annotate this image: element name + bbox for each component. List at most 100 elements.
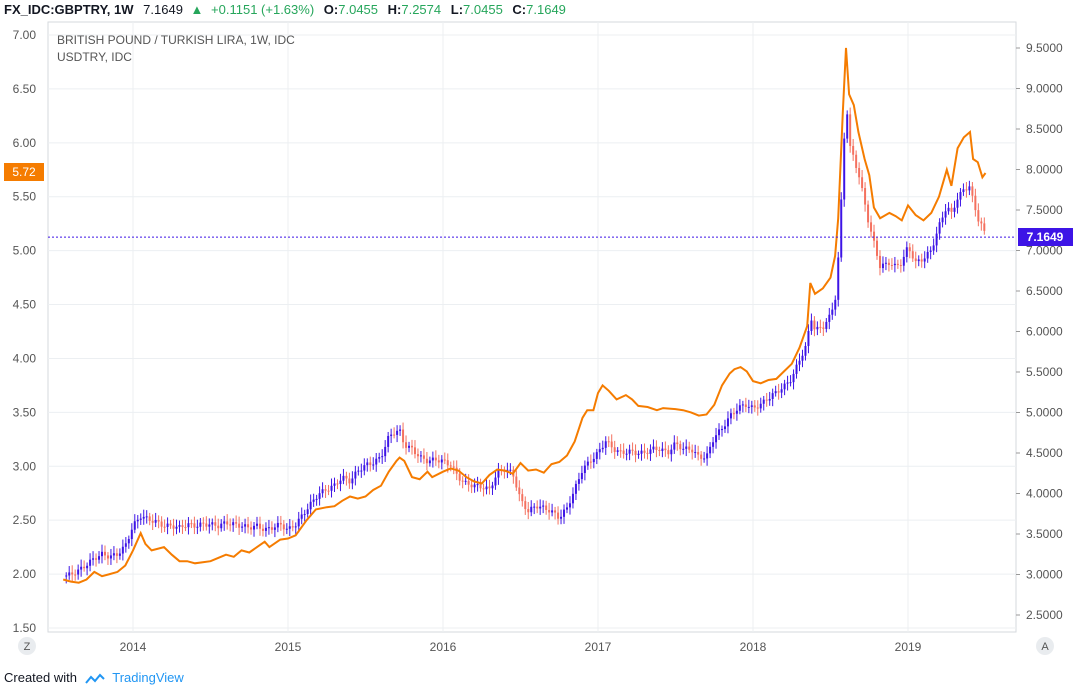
candle-body bbox=[199, 522, 202, 527]
candle-body bbox=[971, 186, 974, 196]
candle-body bbox=[109, 555, 112, 559]
candle-body bbox=[270, 527, 273, 530]
candle-body bbox=[363, 465, 366, 471]
candle-body bbox=[694, 452, 697, 454]
low-label: L: bbox=[450, 2, 464, 17]
candle-body bbox=[214, 522, 217, 526]
candle-body bbox=[297, 518, 300, 527]
candle-body bbox=[443, 459, 446, 461]
candle-body bbox=[175, 526, 178, 529]
candle-body bbox=[831, 309, 834, 315]
candle-body bbox=[482, 488, 485, 490]
zoom-reset-button[interactable]: Z bbox=[18, 637, 36, 655]
candle-body bbox=[777, 391, 780, 393]
candle-body bbox=[381, 456, 384, 458]
candle-body bbox=[413, 447, 416, 455]
candle-body bbox=[300, 514, 303, 519]
candle-body bbox=[837, 257, 840, 300]
candle-body bbox=[613, 447, 616, 452]
candle-body bbox=[965, 189, 968, 191]
candle-body bbox=[610, 441, 613, 448]
candle-body bbox=[953, 207, 956, 212]
candle-body bbox=[276, 522, 279, 528]
left-tick-label: 5.00 bbox=[13, 244, 37, 258]
legend-main-series[interactable]: BRITISH POUND / TURKISH LIRA, 1W, IDC bbox=[57, 33, 295, 47]
candle-body bbox=[661, 448, 664, 451]
candle-body bbox=[139, 518, 142, 520]
candle-body bbox=[896, 263, 899, 266]
candle-body bbox=[193, 523, 196, 528]
candle-body bbox=[324, 489, 327, 491]
candle-body bbox=[563, 509, 566, 517]
tradingview-brand[interactable]: TradingView bbox=[112, 670, 184, 685]
candle-body bbox=[887, 262, 890, 266]
candle-body bbox=[619, 450, 622, 452]
candle-body bbox=[685, 446, 688, 449]
left-tick-label: 3.00 bbox=[13, 459, 37, 473]
candle-body bbox=[816, 326, 819, 330]
time-axis[interactable]: 2014 2015 2016 2017 2018 2019 bbox=[120, 640, 922, 654]
candle-body bbox=[577, 479, 580, 484]
candle-body bbox=[223, 521, 226, 524]
price-change: +0.1151 (+1.63%) bbox=[211, 2, 315, 17]
candle-body bbox=[533, 506, 536, 508]
candle-body bbox=[905, 247, 908, 257]
candle-body bbox=[467, 480, 470, 485]
candle-body bbox=[729, 413, 732, 419]
right-tick-label: 5.5000 bbox=[1026, 365, 1063, 379]
right-price-axis[interactable]: 2.5000 3.0000 3.5000 4.0000 4.5000 5.0000 5.50… bbox=[1016, 41, 1063, 622]
candle-body bbox=[792, 373, 795, 383]
created-with-text: Created with bbox=[4, 670, 77, 685]
candle-body bbox=[479, 484, 482, 489]
candle-body bbox=[348, 478, 351, 484]
candle-body bbox=[768, 398, 771, 401]
candle-body bbox=[718, 429, 721, 436]
symbol-title[interactable]: FX_IDC:GBPTRY, 1W bbox=[4, 2, 134, 17]
candle-body bbox=[524, 501, 527, 510]
right-tick-label: 7.0000 bbox=[1026, 244, 1063, 258]
candle-body bbox=[172, 525, 175, 529]
left-tick-label: 6.50 bbox=[13, 82, 37, 96]
auto-scale-button[interactable]: A bbox=[1036, 637, 1054, 655]
gbptry-last-value: 7.1649 bbox=[1027, 230, 1064, 244]
candle-body bbox=[801, 355, 804, 361]
candle-body bbox=[977, 210, 980, 222]
candle-body bbox=[250, 527, 253, 530]
candle-body bbox=[327, 490, 330, 492]
candle-body bbox=[667, 450, 670, 455]
candle-body bbox=[664, 448, 667, 451]
left-price-axis[interactable]: 1.50 2.00 2.50 3.00 3.50 4.00 4.50 5.00 5.50 6.00… bbox=[13, 28, 37, 635]
candle-body bbox=[917, 259, 920, 262]
candle-body bbox=[98, 556, 101, 560]
candle-body bbox=[431, 457, 434, 461]
candle-body bbox=[932, 245, 935, 251]
candle-body bbox=[712, 442, 715, 447]
candle-body bbox=[542, 505, 545, 507]
candle-body bbox=[637, 453, 640, 455]
low-value: 7.0455 bbox=[463, 2, 503, 17]
candle-body bbox=[709, 446, 712, 454]
candle-body bbox=[956, 199, 959, 208]
candle-body bbox=[867, 204, 870, 223]
close-label: C: bbox=[512, 2, 527, 17]
candle-body bbox=[715, 435, 718, 443]
candle-body bbox=[103, 551, 106, 556]
usdtry-last-badge bbox=[4, 163, 44, 181]
candle-body bbox=[369, 462, 372, 466]
left-tick-label: 6.00 bbox=[13, 136, 37, 150]
candle-body bbox=[494, 477, 497, 486]
candle-body bbox=[440, 459, 443, 463]
candle-body bbox=[80, 566, 83, 570]
right-tick-label: 6.5000 bbox=[1026, 284, 1063, 298]
candle-body bbox=[160, 521, 163, 527]
candle-body bbox=[74, 574, 77, 576]
candle-body bbox=[285, 528, 288, 530]
candle-body bbox=[807, 330, 810, 346]
candle-body bbox=[181, 525, 184, 528]
candle-body bbox=[339, 480, 342, 484]
plot-frame bbox=[47, 21, 1017, 633]
last-price: 7.1649 bbox=[143, 2, 183, 17]
legend-compare-series[interactable]: USDTRY, IDC bbox=[57, 50, 132, 64]
candle-body bbox=[551, 510, 554, 513]
